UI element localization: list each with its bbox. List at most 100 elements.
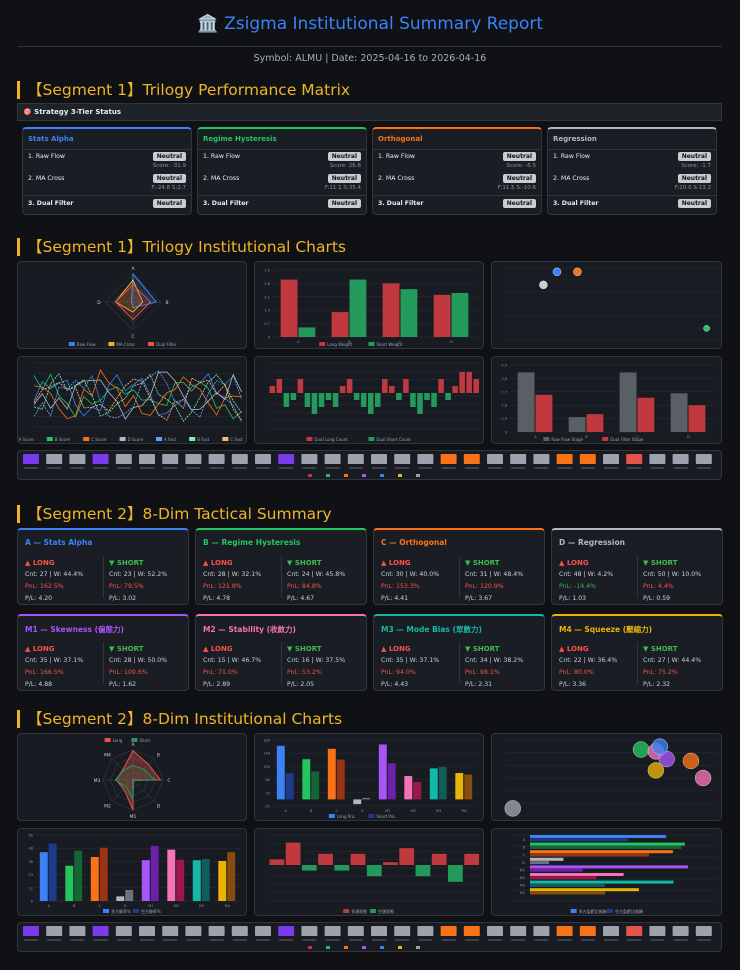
y-tick: 60	[29, 834, 33, 838]
signal-cell	[162, 926, 179, 936]
dual-filter-row: 3. Dual Filter Neutral	[28, 199, 186, 208]
bar-M2-0	[404, 775, 413, 800]
hbar-A-0	[530, 835, 667, 838]
flow-bar	[415, 865, 431, 877]
dim-card-title: D — Regression	[559, 538, 625, 547]
trilogy-card: Stats Alpha 1. Raw Flow Neutral Score: -31.…	[22, 127, 192, 215]
hbar-D-0	[530, 857, 564, 861]
long-column: ▲ LONG Cnt: 35 | W: 37.1% PnL: 94.0% P/L: 4…	[381, 643, 459, 691]
signal-date	[279, 939, 294, 941]
legend-swatch	[328, 814, 335, 818]
bar-M1-0	[378, 744, 387, 800]
signal-cell	[69, 926, 86, 936]
raw-flow-row: 1. Raw Flow Neutral	[203, 152, 361, 161]
signal-date	[418, 467, 433, 469]
seg1-flow-chart: Dual Long Count Dual Short Count	[254, 356, 484, 444]
signal-cell	[208, 926, 225, 936]
y-tick: M1	[520, 868, 525, 872]
x-tick: A	[285, 809, 288, 813]
signal-date	[580, 467, 595, 469]
dim-card-title: M4 — Squeeze (壓縮力)	[559, 625, 653, 634]
x-tick: A	[297, 340, 300, 344]
raw-flow-label: 1. Raw Flow	[553, 153, 590, 160]
legend-label: 空頭狀態	[378, 908, 394, 914]
short-stats: Cnt: 16 | W: 37.5%	[287, 657, 346, 664]
bar-M3-0	[429, 768, 438, 800]
short-stats: Cnt: 27 | W: 44.4%	[643, 657, 702, 664]
signal-date	[673, 467, 688, 469]
signal-cell	[347, 926, 364, 936]
bar-M2-1	[413, 781, 422, 800]
signal-cell	[69, 454, 86, 464]
bubble-point	[682, 752, 700, 770]
y-tick: 2.1	[264, 295, 270, 299]
flow-bar	[325, 393, 332, 400]
strip-legend-swatch	[380, 946, 384, 949]
bar-A-1	[535, 394, 553, 432]
radar-axis-label: M4	[104, 753, 111, 759]
signal-date	[604, 939, 618, 941]
signal-cell	[440, 454, 457, 464]
short-label: ▼ SHORT	[287, 645, 322, 653]
signal-cell	[185, 454, 202, 464]
legend-swatch	[222, 437, 229, 441]
long-pnl: PnL: 94.0%	[381, 669, 416, 676]
seg1-weight-bar-chart: 0 0.7 1.4 2.1 2.8 3.5 A B C D Long Weight Short Wei…	[254, 261, 484, 349]
raw-flow-badge: Neutral	[677, 152, 711, 161]
signal-date	[673, 939, 688, 941]
raw-flow-label: 1. Raw Flow	[28, 153, 65, 160]
signal-date	[302, 467, 317, 469]
short-column: ▼ SHORT Cnt: 28 | W: 50.0% PnL: 109.6% P/L:…	[109, 643, 187, 691]
radar-axis-label: C	[131, 334, 134, 340]
dim-card: M2 — Stability (收斂力) ▲ LONG Cnt: 15 | W: 4…	[195, 614, 367, 691]
bar-D-0	[353, 799, 362, 805]
dim-card-title: M1 — Skewness (偏態力)	[25, 625, 124, 634]
legend-swatch	[306, 437, 313, 441]
signal-date	[557, 467, 572, 469]
ma-cross-values: F:11.5 S:-10.6	[497, 185, 536, 191]
bar-D-1	[451, 292, 469, 337]
y-tick: 36	[29, 860, 33, 864]
x-tick: B	[310, 809, 313, 813]
raw-flow-badge: Neutral	[502, 152, 536, 161]
flow-bar	[367, 393, 374, 414]
long-label: ▲ LONG	[559, 645, 589, 653]
legend-swatch	[68, 342, 75, 346]
flow-bar	[382, 379, 388, 393]
line-series-4	[33, 370, 242, 419]
signal-cell	[510, 454, 527, 464]
legend-label: 空方盈虧比報酬	[615, 908, 643, 914]
long-stats: Cnt: 30 | W: 40.0%	[381, 571, 440, 578]
raw-flow-score: Score: -6.5	[506, 163, 536, 169]
bar-B-1	[349, 279, 367, 337]
x-tick: D	[450, 340, 453, 344]
strip-legend-swatch	[362, 946, 366, 949]
y-tick: C	[523, 853, 526, 857]
radar-series-ma-cross	[114, 279, 144, 313]
flow-bar	[445, 393, 451, 400]
seg2-winrate-chart: 0 12 24 36 48 60 A B C D M1 M2 M3 M4 多方勝率% 空方勝率%	[17, 828, 247, 916]
legend-label: Dual Long Count	[314, 437, 348, 442]
y-tick: -20	[264, 805, 270, 809]
legend-swatch	[131, 738, 138, 742]
radar-axis-label: M2	[104, 803, 111, 809]
strip-legend-swatch	[308, 946, 312, 949]
signal-cell	[463, 454, 480, 464]
legend-label: A Score	[18, 437, 34, 442]
signal-date	[348, 467, 363, 469]
long-pl: P/L: 4.41	[381, 595, 409, 602]
y-tick: M2	[520, 876, 525, 880]
signal-cell	[371, 454, 387, 464]
hbar-M4-0	[530, 888, 639, 892]
scatter-point	[539, 280, 548, 290]
long-stats: Cnt: 35 | W: 37.1%	[25, 657, 84, 664]
bar-C-1	[400, 289, 418, 337]
signal-cell	[115, 454, 132, 464]
signal-cell	[626, 926, 643, 936]
signal-cell	[324, 926, 341, 936]
flow-bar	[431, 853, 447, 865]
dual-filter-badge: Neutral	[327, 199, 361, 208]
raw-flow-label: 1. Raw Flow	[378, 153, 415, 160]
signal-cell	[162, 454, 179, 464]
signal-date	[418, 939, 433, 941]
